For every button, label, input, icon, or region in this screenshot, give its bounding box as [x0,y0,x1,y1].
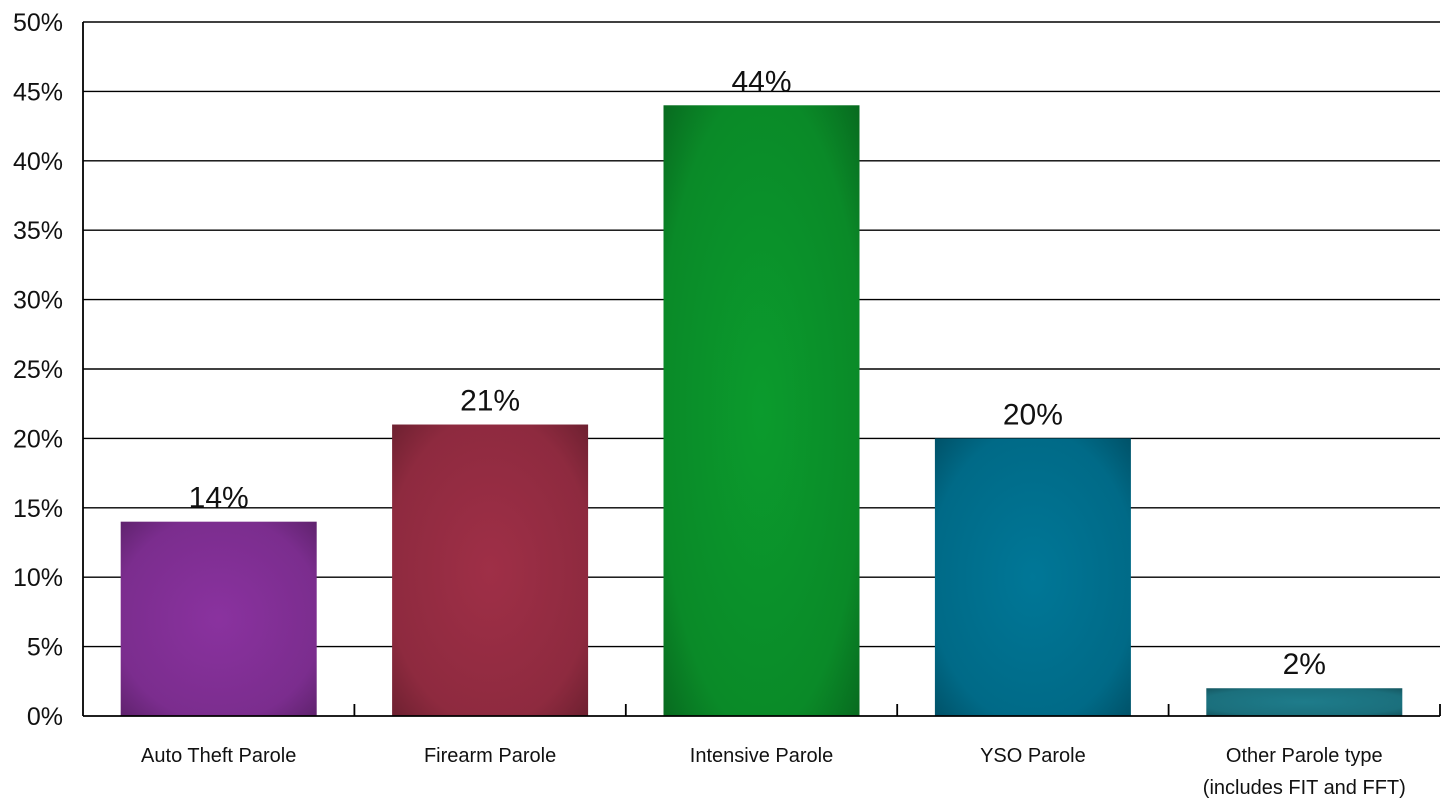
y-tick-label: 20% [13,425,63,453]
y-tick-label: 45% [13,78,63,106]
y-tick-label: 10% [13,564,63,592]
bar [392,424,589,716]
bar [1206,688,1403,716]
category-label: Intensive Parole [690,745,833,767]
y-tick-label: 0% [27,703,63,731]
y-tick-label: 50% [13,9,63,37]
bars [120,105,1403,716]
category-label: Firearm Parole [424,745,556,767]
data-label: 21% [460,385,520,418]
data-labels: 14% 21% 44% 20% 2% [189,65,1326,681]
data-label: 2% [1283,648,1326,681]
axes [82,22,1441,717]
data-label: 44% [731,65,791,98]
category-label: Auto Theft Parole [141,745,296,767]
bar [934,438,1131,716]
y-tick-label: 40% [13,148,63,176]
category-labels: Auto Theft Parole Firearm Parole Intensive… [141,745,1406,799]
category-label: Other Parole type (includes FIT and FFT) [1203,745,1406,799]
data-label: 20% [1003,398,1063,431]
data-label: 14% [189,482,249,515]
y-tick-label: 30% [13,287,63,315]
bar [663,105,860,716]
y-tick-label: 35% [13,217,63,245]
category-label: YSO Parole [980,745,1086,767]
y-tick-label: 5% [27,634,63,662]
bar [120,521,317,716]
y-tick-label: 25% [13,356,63,384]
y-tick-labels: 0% 5% 10% 15% 20% 25% 30% 35% 40% 45% 50% [13,9,63,731]
y-tick-label: 15% [13,495,63,523]
